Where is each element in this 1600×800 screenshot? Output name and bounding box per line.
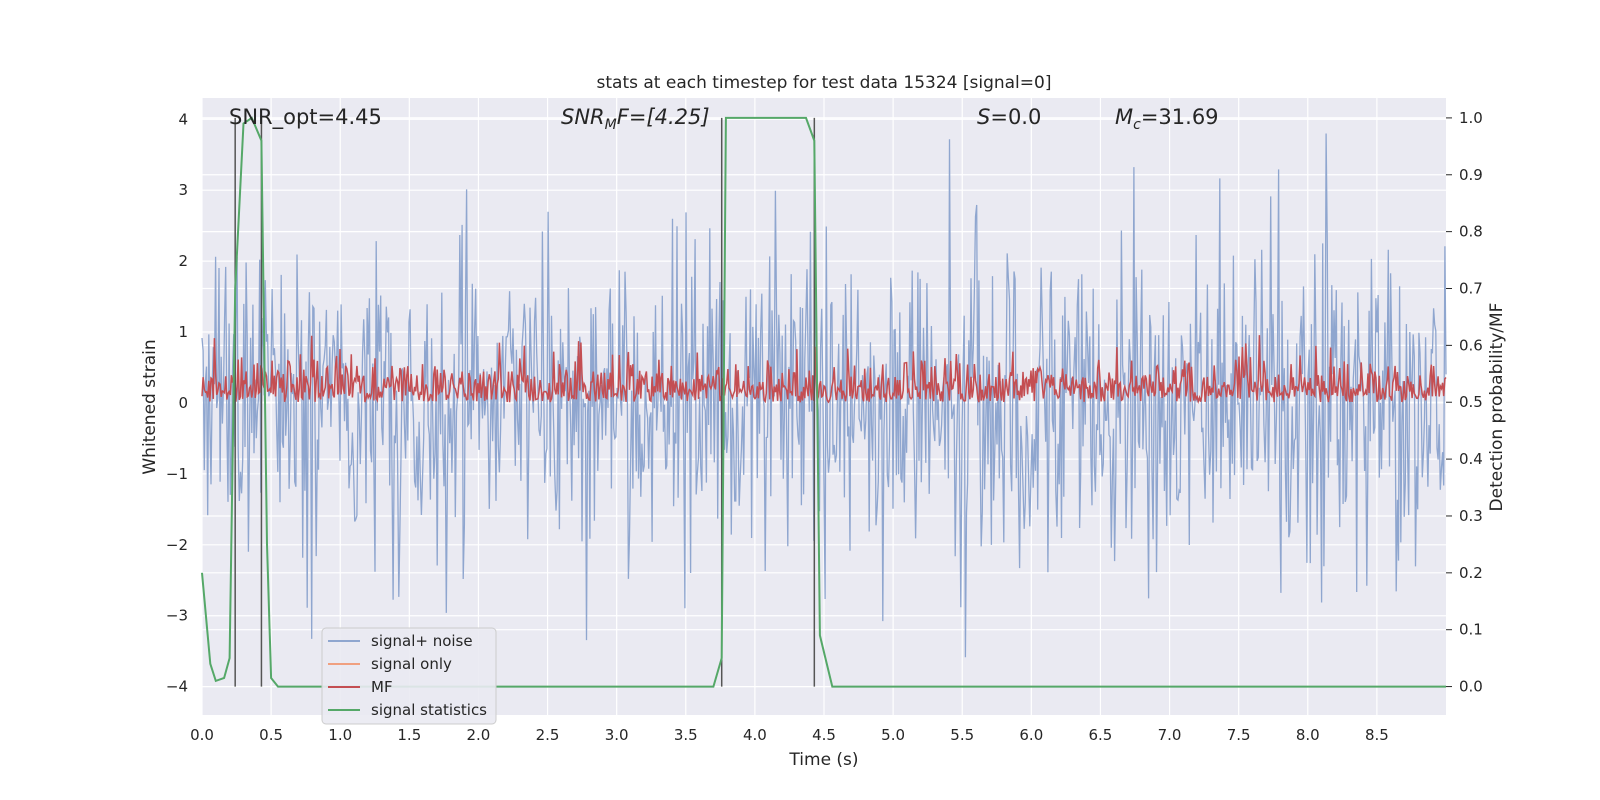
legend-box	[321, 627, 497, 725]
y-right-tick-label-6: 0.6	[1459, 336, 1483, 354]
y-left-tick-label-5: 1	[178, 323, 188, 341]
line-signal-statistics	[201, 116, 1446, 688]
y-left-tick-label-3: −1	[166, 465, 188, 483]
y-left-tick-label-4: 0	[178, 394, 188, 412]
x-tick-label-16: 8.0	[1296, 726, 1320, 744]
x-tick-label-8: 4.0	[743, 726, 767, 744]
x-tick-label-3: 1.5	[397, 726, 421, 744]
x-tick-label-13: 6.5	[1089, 726, 1113, 744]
x-tick-label-7: 3.5	[674, 726, 698, 744]
annotation-s: S=0.0	[977, 105, 1041, 129]
x-tick-label-12: 6.0	[1019, 726, 1043, 744]
y-right-tick-label-3: 0.3	[1459, 507, 1483, 525]
y-right-tick-label-9: 0.9	[1459, 166, 1483, 184]
signal-noise-series	[201, 133, 1447, 658]
y-left-tick-label-7: 3	[178, 181, 188, 199]
x-tick-labels: 0.0 0.5 1.0 1.5 2.0 2.5 3.0 3.5 4.0 4.5 5.0 5.5 6.0 6…	[190, 726, 1389, 744]
x-tick-label-6: 3.0	[605, 726, 629, 744]
x-tick-label-14: 7.0	[1158, 726, 1182, 744]
x-tick-label-9: 4.5	[812, 726, 836, 744]
line-mf	[201, 335, 1447, 405]
x-tick-label-17: 8.5	[1365, 726, 1389, 744]
annotation-snr-mf: SNRMF=[4.25]	[561, 105, 710, 133]
chart-title: stats at each timestep for test data 153…	[597, 73, 1052, 93]
y-left-tick-label-2: −2	[166, 536, 188, 554]
y-right-tick-label-4: 0.4	[1459, 450, 1483, 468]
x-tick-label-0: 0.0	[190, 726, 214, 744]
legend-label-mf: MF	[371, 678, 393, 696]
y-right-tick-label-5: 0.5	[1459, 393, 1483, 411]
y-right-tick-labels: 0.0 0.1 0.2 0.3 0.4 0.5 0.6 0.7 0.8 0.9 1.0	[1446, 109, 1483, 696]
annotation-mc: Mc=31.69	[1115, 105, 1219, 133]
legend-label-signal-statistics: signal statistics	[371, 701, 487, 719]
y-right-tick-label-8: 0.8	[1459, 223, 1483, 241]
y-left-tick-labels: −4 −3 −2 −1 0 1 2 3 4	[166, 110, 188, 695]
y-left-tick-label-1: −3	[166, 607, 188, 625]
y-right-tick-label-7: 0.7	[1459, 280, 1483, 298]
x-axis-label: Time (s)	[788, 750, 858, 770]
legend-label-signal-noise: signal+ noise	[371, 632, 473, 650]
y-right-tick-label-1: 0.1	[1459, 621, 1483, 639]
y-left-tick-label-0: −4	[166, 678, 188, 696]
legend: signal+ noise signal only MF signal stat…	[321, 627, 497, 725]
y-left-tick-label-8: 4	[178, 110, 188, 128]
x-tick-label-15: 7.5	[1227, 726, 1251, 744]
y-left-axis-label: Whitened strain	[140, 339, 160, 474]
x-tick-label-10: 5.0	[881, 726, 905, 744]
y-left-tick-label-6: 2	[178, 252, 188, 270]
legend-label-signal-only: signal only	[371, 655, 452, 673]
x-tick-label-1: 0.5	[259, 726, 283, 744]
x-tick-label-4: 2.0	[467, 726, 491, 744]
y-right-tick-label-10: 1.0	[1459, 109, 1483, 127]
mf-series	[201, 335, 1447, 405]
annotation-snr-opt: SNR_opt=4.45	[229, 105, 382, 130]
y-right-axis-label: Detection probability/MF	[1487, 303, 1507, 512]
line-signal-noise	[201, 133, 1447, 658]
y-right-tick-label-2: 0.2	[1459, 564, 1483, 582]
x-tick-label-2: 1.0	[328, 726, 352, 744]
x-tick-label-5: 2.5	[536, 726, 560, 744]
signal-statistics-series	[201, 116, 1446, 688]
x-tick-label-11: 5.5	[950, 726, 974, 744]
y-right-tick-label-0: 0.0	[1459, 678, 1483, 696]
